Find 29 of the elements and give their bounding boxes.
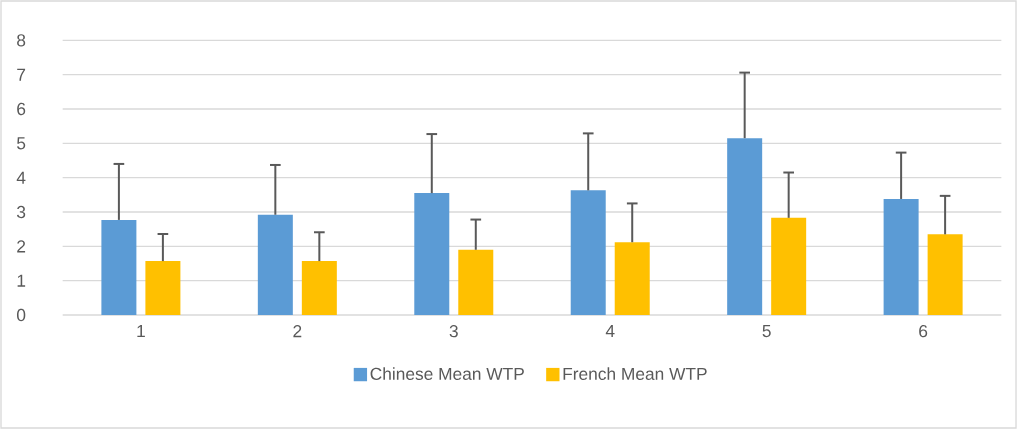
x-tick-label: 4 — [605, 325, 615, 337]
y-tick-label: 1 — [17, 274, 26, 287]
bar — [458, 249, 494, 315]
bar — [145, 261, 181, 315]
bar — [101, 219, 137, 315]
y-tick-label: 2 — [17, 240, 26, 253]
y-tick-label: 5 — [17, 137, 26, 150]
y-tick-label: 8 — [17, 34, 26, 47]
y-tick-label: 0 — [16, 308, 26, 322]
x-tick-label: 6 — [919, 325, 928, 338]
x-tick-label: 2 — [293, 325, 302, 338]
x-tick-label: 3 — [449, 325, 458, 338]
y-tick-label: 7 — [17, 68, 26, 81]
y-tick-label: 3 — [16, 205, 26, 219]
x-tick-label: 5 — [762, 325, 771, 338]
bar — [614, 242, 650, 315]
bar — [927, 234, 963, 315]
bar — [883, 198, 919, 315]
bar — [771, 217, 807, 315]
bar — [301, 261, 337, 315]
bar — [257, 214, 293, 315]
legend-label: French Mean WTP — [563, 367, 707, 381]
y-tick-label: 4 — [16, 171, 26, 184]
bar — [570, 190, 606, 315]
y-tick-label: 6 — [17, 102, 26, 116]
bar — [414, 193, 450, 315]
bar — [727, 138, 763, 315]
x-tick-label: 1 — [137, 325, 145, 337]
legend-label: Chinese Mean WTP — [370, 367, 524, 381]
